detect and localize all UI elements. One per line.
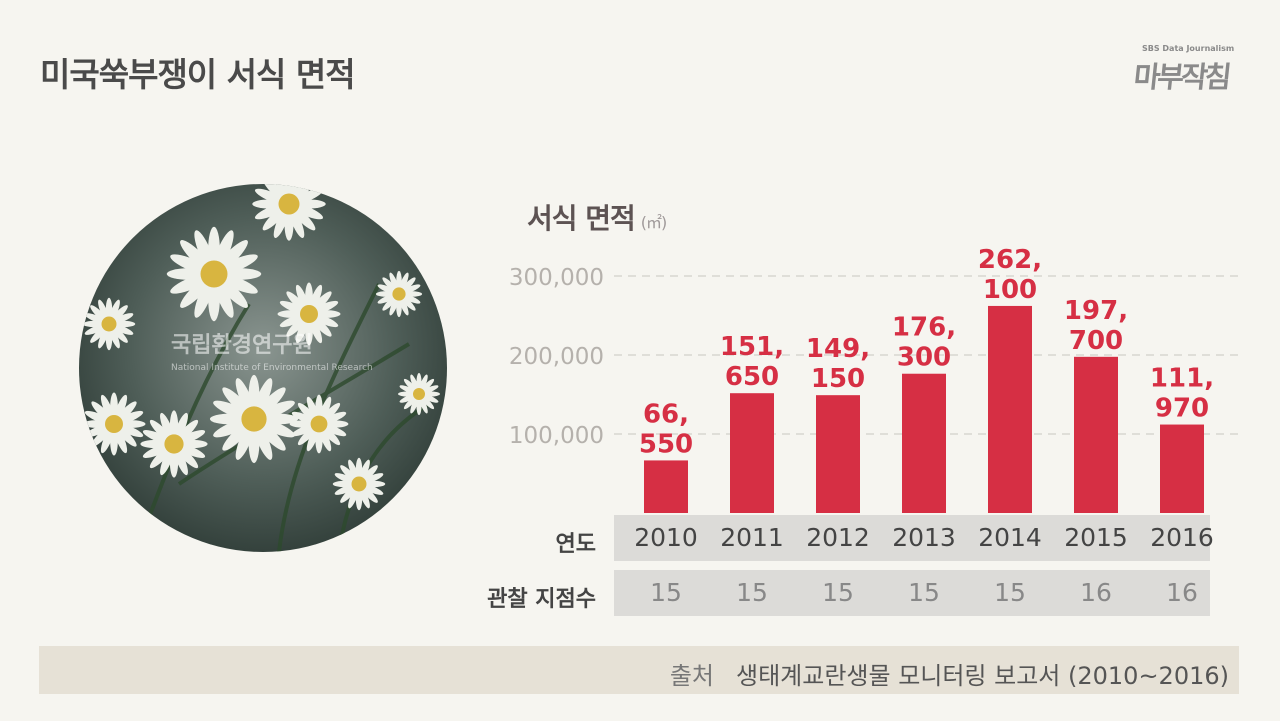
flower-center [200, 260, 228, 288]
bar-value-label: 151, [720, 332, 784, 362]
bar [816, 395, 860, 513]
observation-count: 15 [736, 578, 768, 607]
flower-center [413, 388, 425, 400]
y-tick-label: 200,000 [509, 344, 604, 370]
bar [644, 460, 688, 513]
bar [902, 373, 946, 513]
x-tick-label: 2013 [892, 523, 956, 552]
logo: SBS Data Journalism 마부작침 [1132, 44, 1244, 94]
bar-value-label: 300 [897, 343, 951, 373]
observation-row [614, 570, 1210, 616]
watermark-ko: 국립환경연구원 [171, 333, 313, 358]
x-tick-label: 2010 [634, 523, 698, 552]
flower-center [310, 415, 328, 433]
bar [988, 305, 1032, 513]
bar-value-label: 650 [725, 362, 779, 392]
flower-center [164, 434, 184, 454]
bar-value-label: 176, [892, 313, 956, 343]
flower-center [300, 305, 318, 323]
flower-center [101, 316, 117, 332]
bar-value-label: 150 [811, 364, 865, 394]
source-bar: 출처 생태계교란생물 모니터링 보고서 (2010~2016) [39, 646, 1239, 694]
bar [1074, 356, 1118, 513]
bar-value-label: 550 [639, 429, 693, 459]
bar-value-label: 100 [983, 275, 1037, 305]
chart-title: 서식 면적 (㎡) [527, 197, 667, 237]
source-label: 출처 [669, 662, 714, 690]
source-text: 생태계교란생물 모니터링 보고서 (2010~2016) [736, 662, 1229, 690]
y-tick-label: 100,000 [509, 423, 604, 449]
y-tick-label: 300,000 [509, 265, 604, 291]
observation-row-label: 관찰 지점수 [487, 587, 596, 612]
bar-value-label: 970 [1155, 394, 1209, 424]
bar [1160, 424, 1204, 513]
flower-photo: 국립환경연구원 National Institute of Environmen… [79, 184, 447, 552]
bar-value-label: 700 [1069, 326, 1123, 356]
observation-count: 15 [822, 578, 854, 607]
observation-count: 15 [650, 578, 682, 607]
observation-count: 16 [1080, 578, 1112, 607]
x-tick-label: 2012 [806, 523, 870, 552]
chart-unit: (㎡) [640, 213, 667, 232]
page-title: 미국쑥부쟁이 서식 면적 [40, 55, 356, 94]
x-tick-label: 2015 [1064, 523, 1128, 552]
bar [730, 393, 774, 513]
observation-count: 16 [1166, 578, 1198, 607]
bar-value-label: 66, [643, 399, 689, 429]
x-tick-label: 2011 [720, 523, 784, 552]
bar-value-label: 111, [1150, 364, 1214, 394]
logo-subtitle: SBS Data Journalism [1142, 44, 1235, 53]
bar-value-label: 262, [978, 245, 1042, 275]
observation-count: 15 [908, 578, 940, 607]
observation-count: 15 [994, 578, 1026, 607]
flower-center [105, 415, 123, 433]
chart-title-text: 서식 면적 [527, 202, 636, 235]
x-tick-label: 2014 [978, 523, 1042, 552]
flower-center [241, 406, 267, 432]
x-tick-label: 2016 [1150, 523, 1214, 552]
bar-value-label: 149, [806, 334, 870, 364]
year-row-label: 연도 [555, 532, 596, 557]
watermark-en: National Institute of Environmental Rese… [171, 363, 373, 373]
bar-value-label: 197, [1064, 296, 1128, 326]
flower-center [392, 287, 406, 301]
flower-center [278, 193, 300, 215]
flower-center [351, 476, 367, 492]
year-row [614, 515, 1210, 561]
